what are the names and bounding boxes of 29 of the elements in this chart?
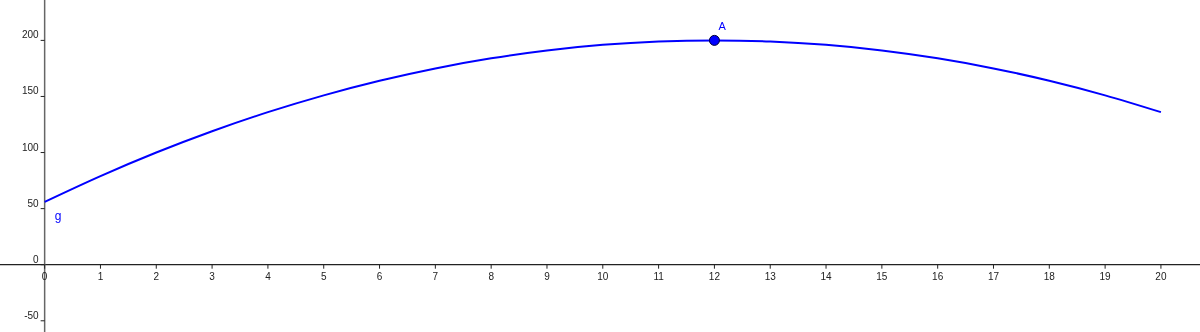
y-tick-label: 100 (21, 141, 40, 153)
x-tick-label: 7 (432, 270, 439, 282)
series-label: g (54, 208, 62, 223)
x-tick-label: 6 (376, 270, 383, 282)
x-tick-label: 11 (653, 270, 665, 282)
series-label: A (718, 20, 727, 33)
y-tick-label: 50 (27, 197, 40, 209)
x-tick-label: 13 (764, 270, 777, 282)
x-tick-label: 17 (987, 270, 1000, 282)
y-tick-label: 150 (21, 85, 40, 97)
x-tick-label: 1 (97, 270, 104, 282)
x-tick-label: 16 (932, 270, 944, 282)
x-tick-label: 12 (708, 270, 721, 282)
x-tick-label: 19 (1099, 270, 1112, 282)
x-tick-label: 4 (265, 270, 272, 282)
x-tick-label: 14 (820, 270, 833, 282)
x-tick-label: 8 (488, 270, 495, 282)
x-tick-label: 15 (876, 270, 888, 282)
x-tick-label: 2 (153, 270, 160, 282)
y-tick-label: 0 (33, 253, 40, 265)
y-tick-label: 200 (21, 29, 40, 41)
y-tick-label: -50 (24, 309, 40, 321)
x-tick-label: 3 (209, 270, 216, 282)
x-tick-label: 18 (1043, 270, 1056, 282)
x-tick-label: 10 (597, 270, 609, 282)
x-tick-label: 5 (320, 270, 327, 282)
x-tick-label: 0 (41, 270, 48, 282)
x-tick-label: 20 (1155, 270, 1167, 282)
x-tick-label: 9 (544, 270, 551, 282)
